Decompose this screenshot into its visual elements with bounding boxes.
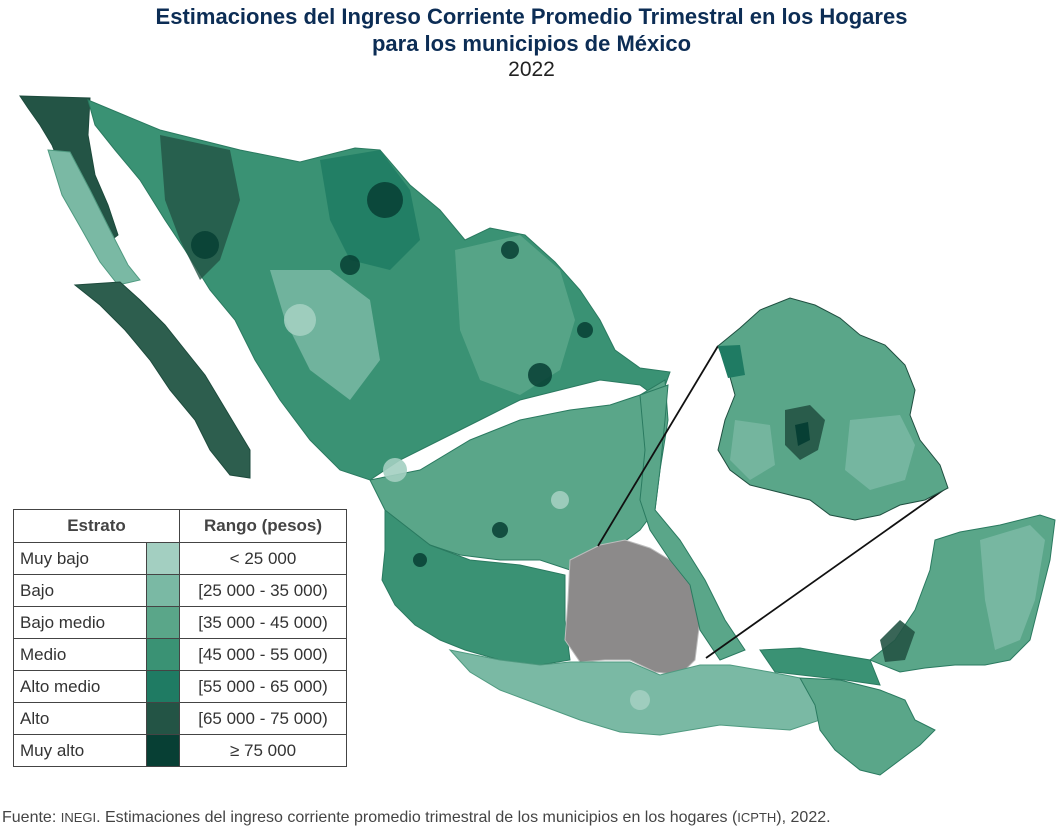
legend-range: ≥ 75 000 [179, 734, 347, 767]
legend-table: Estrato Rango (pesos) Muy bajo < 25 000 … [13, 509, 347, 767]
legend-swatch [147, 671, 179, 702]
legend-row: Bajo [25 000 - 35 000) [13, 574, 347, 607]
inset-dark-west-tip [718, 345, 745, 378]
legend-swatch [147, 703, 179, 734]
source-note: Fuente: INEGI. Estimaciones del ingreso … [2, 809, 831, 827]
region-campeche-dark [880, 620, 915, 662]
region-sonora-dark [160, 135, 240, 280]
source-abbr: ICPTH [737, 810, 777, 825]
legend-label: Muy alto [13, 734, 147, 767]
legend-row: Bajo medio [35 000 - 45 000) [13, 606, 347, 639]
light-municipalities [284, 304, 650, 710]
legend-row: Alto [65 000 - 75 000) [13, 702, 347, 735]
legend-range: [65 000 - 75 000) [179, 702, 347, 735]
legend-label: Bajo medio [13, 606, 147, 639]
legend-label: Alto medio [13, 670, 147, 703]
inset-light-east [845, 415, 915, 490]
dark-municipalities [191, 182, 593, 567]
legend-row: Muy alto ≥ 75 000 [13, 734, 347, 767]
inset-connector-bottom [705, 487, 947, 659]
source-org: INEGI [60, 810, 97, 825]
legend-label: Muy bajo [13, 542, 147, 575]
region-veracruz [639, 384, 746, 661]
legend-range: [55 000 - 65 000) [179, 670, 347, 703]
region-chiapas [799, 677, 936, 776]
legend-range: [25 000 - 35 000) [179, 574, 347, 607]
region-quintana-roo [980, 525, 1045, 650]
legend-header-range: Rango (pesos) [179, 509, 347, 543]
legend-row: Muy bajo < 25 000 [13, 542, 347, 575]
region-chihuahua-light [270, 270, 380, 400]
legend-range: < 25 000 [179, 542, 347, 575]
region-baja-california-sur [73, 281, 251, 479]
legend-row: Medio [45 000 - 55 000) [13, 638, 347, 671]
chart-title-line2: para los municipios de México [371, 31, 692, 56]
inset-very-dark [795, 422, 810, 446]
legend-range: [45 000 - 55 000) [179, 638, 347, 671]
legend-range: [35 000 - 45 000) [179, 606, 347, 639]
legend-swatch [147, 735, 179, 766]
legend-label: Bajo [13, 574, 147, 607]
inset-connector-top [597, 345, 719, 547]
source-text: . Estimaciones del ingreso corriente pro… [96, 809, 738, 826]
source-prefix: Fuente: [2, 809, 61, 826]
legend-swatch [147, 543, 179, 574]
legend-swatch [147, 607, 179, 638]
chart-title-line1: Estimaciones del Ingreso Corriente Prome… [155, 4, 908, 29]
source-suffix: ), 2022. [776, 809, 831, 826]
legend-label: Medio [13, 638, 147, 671]
region-coahuila-dark [320, 150, 420, 270]
legend-swatch [147, 575, 179, 606]
inset-central-region [717, 297, 949, 521]
region-central-highlight [564, 539, 701, 676]
legend-label: Alto [13, 702, 147, 735]
region-tabasco [759, 647, 881, 686]
legend-swatch [147, 639, 179, 670]
chart-year: 2022 [508, 58, 555, 81]
region-nuevo-leon [455, 235, 575, 395]
region-baja-california-coast [47, 149, 141, 286]
inset-light-west [730, 420, 775, 480]
legend-row: Alto medio [55 000 - 65 000) [13, 670, 347, 703]
legend-header-strata: Estrato [13, 509, 180, 543]
